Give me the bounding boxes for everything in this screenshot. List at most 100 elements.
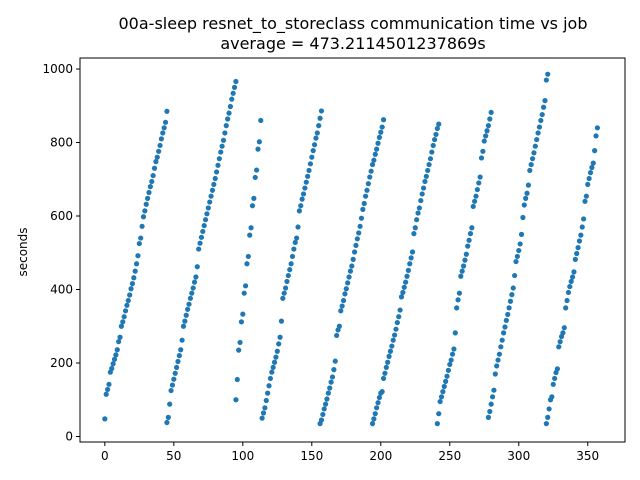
data-point [581,216,587,222]
data-points [102,71,601,427]
data-point [360,206,366,212]
data-point [186,301,192,307]
data-point [244,261,250,267]
data-point [379,389,385,395]
data-point [314,130,320,136]
data-point [369,421,376,427]
data-point [145,195,151,201]
data-point [462,257,468,263]
data-point [306,167,312,174]
data-point [445,367,451,373]
data-point [346,274,352,280]
data-point [574,250,580,257]
data-point [178,347,184,353]
data-point [385,359,391,365]
data-point [139,223,145,229]
data-point [380,117,387,123]
data-point [230,90,236,96]
data-point [336,323,342,329]
data-point [316,123,322,129]
data-point [358,215,365,221]
data-point [197,240,203,246]
axis-ticks: 0 50 100 150 200 250 300 350 0 200 400 600 800 1000 [42,62,599,463]
data-point [546,406,552,412]
data-point [575,245,581,251]
data-point [233,78,239,85]
data-point [520,214,526,221]
data-point [393,326,399,332]
data-point [420,185,427,191]
data-point [291,246,297,252]
data-point [296,208,302,214]
data-point [209,187,216,193]
data-point [357,223,363,229]
data-point [120,319,126,325]
data-point [427,156,434,162]
data-point [480,148,486,154]
data-point [376,134,383,140]
data-point [473,193,479,199]
data-point [401,284,407,290]
data-point [542,98,548,104]
data-point [487,116,493,122]
data-point [398,294,405,300]
data-point [589,164,595,171]
data-point [142,208,148,214]
data-point [460,263,467,269]
data-point [531,150,537,156]
data-point [371,416,377,422]
data-point [276,341,282,347]
data-point [196,246,202,252]
data-point [171,376,177,382]
data-point [549,394,555,400]
data-point [472,198,478,204]
data-point [198,234,205,240]
data-point [342,291,348,297]
data-point [220,137,227,143]
data-point [262,405,268,411]
data-point [339,303,345,309]
data-point [334,332,340,339]
data-point [124,302,130,308]
data-point [226,110,232,116]
data-point [265,390,271,396]
y-axis-label: seconds [16,227,30,276]
data-point [535,130,541,136]
data-point [187,295,193,301]
data-point [433,131,439,138]
data-point [242,283,249,289]
data-point [563,305,569,311]
data-point [527,167,533,174]
data-point [556,344,562,350]
data-point [422,178,428,185]
data-point [295,224,301,230]
data-point [470,203,476,210]
data-point [164,419,170,426]
chart-subtitle: average = 473.2114501237869s [220,34,485,53]
data-point [150,172,156,179]
data-point [104,386,111,393]
data-point [466,237,472,243]
data-point [363,193,369,199]
data-point [222,130,228,136]
data-point [372,151,378,157]
data-point [488,401,494,407]
y-tick-label: 400 [50,283,73,297]
data-point [382,370,388,376]
data-point [251,195,257,201]
data-point [414,217,420,223]
data-point [528,161,534,168]
data-point [550,381,556,387]
data-point [258,117,264,124]
data-point [396,314,402,320]
data-point [223,123,229,129]
data-point [576,238,583,244]
data-point [583,193,589,199]
data-point [347,268,354,274]
data-point [345,280,351,286]
data-point [236,347,242,353]
data-point [349,263,355,269]
data-point [416,205,423,211]
data-point [494,363,500,369]
data-point [151,165,158,171]
